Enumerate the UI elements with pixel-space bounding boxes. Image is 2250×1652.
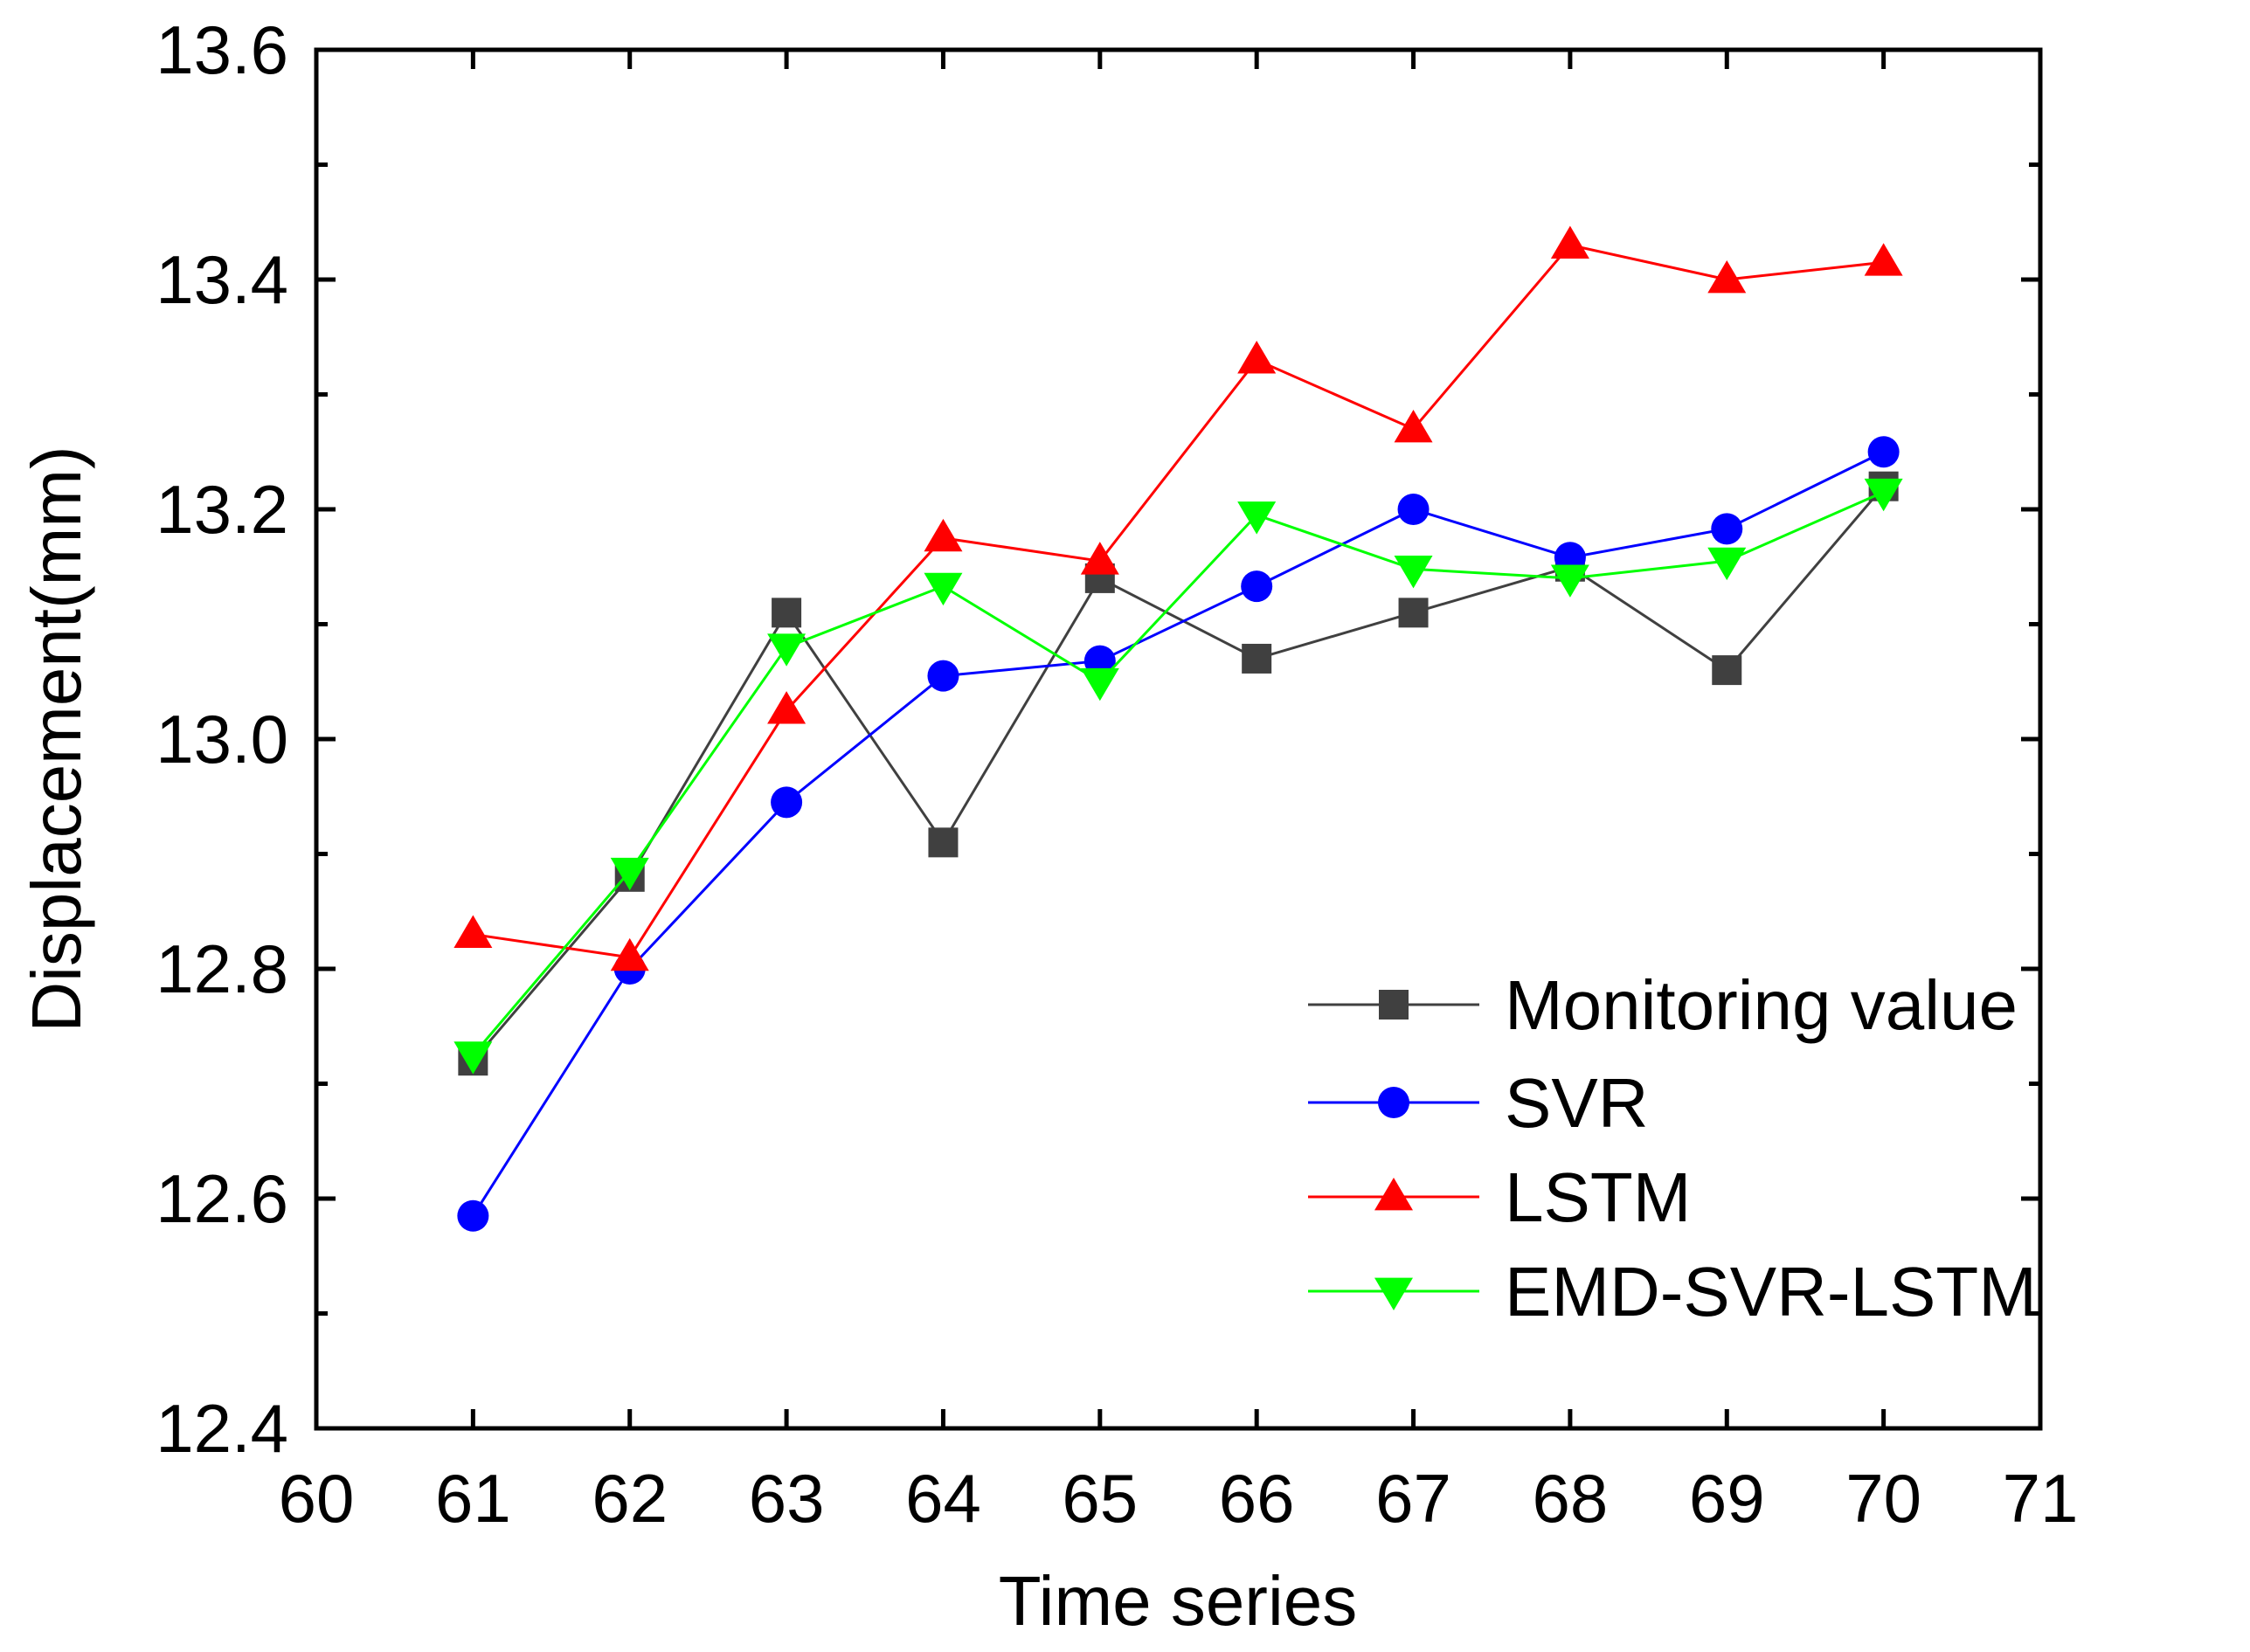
legend-item-emd-svr-lstm: EMD-SVR-LSTM: [1308, 1253, 2037, 1331]
y-tick-label: 13.2: [156, 471, 288, 548]
x-tick-label: 64: [905, 1460, 981, 1537]
legend-marker: [1378, 1087, 1409, 1118]
series-emd-svr-lstm: [453, 478, 1903, 1075]
series-line-lstm: [473, 243, 1884, 959]
data-point-monitoring-value: [1398, 598, 1429, 628]
data-point-lstm: [610, 937, 649, 971]
y-tick-label: 12.8: [156, 930, 288, 1007]
legend-label: Monitoring value: [1505, 966, 2018, 1044]
data-point-lstm: [1864, 243, 1903, 276]
data-point-lstm: [1080, 542, 1119, 575]
legend-item-lstm: LSTM: [1308, 1158, 1691, 1236]
data-point-svr: [771, 786, 803, 819]
legend-label: EMD-SVR-LSTM: [1505, 1253, 2037, 1331]
x-tick-label: 70: [1845, 1460, 1921, 1537]
legend-marker: [1374, 1277, 1413, 1310]
data-point-emd-svr-lstm: [1394, 555, 1433, 589]
plot-frame: [314, 47, 2043, 1431]
legend-item-monitoring-value: Monitoring value: [1308, 966, 2018, 1044]
data-point-monitoring-value: [1712, 655, 1742, 686]
data-point-emd-svr-lstm: [924, 572, 963, 606]
y-axis-title: Displacement(mm): [17, 446, 95, 1032]
data-point-emd-svr-lstm: [1864, 478, 1903, 512]
data-point-emd-svr-lstm: [1707, 547, 1747, 581]
legend-marker: [1374, 1178, 1413, 1211]
data-point-svr: [927, 660, 959, 692]
x-tick-label: 63: [749, 1460, 825, 1537]
x-tick-label: 66: [1219, 1460, 1295, 1537]
data-point-lstm: [1707, 260, 1747, 294]
legend-label: LSTM: [1505, 1158, 1691, 1236]
x-tick-label: 62: [592, 1460, 668, 1537]
y-tick-label: 12.6: [156, 1160, 288, 1237]
data-point-svr: [1711, 513, 1743, 545]
data-point-monitoring-value: [1242, 643, 1272, 674]
plot-area: [316, 50, 2040, 1428]
data-point-lstm: [1237, 341, 1277, 374]
data-point-emd-svr-lstm: [610, 857, 649, 891]
data-point-lstm: [1394, 409, 1433, 443]
legend-item-svr: SVR: [1308, 1064, 1649, 1142]
legend: Monitoring value SVR LSTM EMD-SVR-LSTM: [1308, 966, 2037, 1331]
data-point-emd-svr-lstm: [453, 1041, 493, 1075]
data-point-svr: [1867, 436, 1900, 468]
data-point-emd-svr-lstm: [1550, 564, 1589, 598]
data-point-svr: [1397, 494, 1430, 525]
data-point-lstm: [924, 518, 963, 552]
series-lstm: [453, 225, 1903, 971]
data-point-emd-svr-lstm: [767, 633, 807, 667]
data-point-lstm: [1550, 225, 1589, 259]
y-tick-label: 13.4: [156, 241, 288, 318]
data-point-monitoring-value: [928, 827, 959, 858]
data-point-lstm: [767, 691, 807, 724]
legend-label: SVR: [1505, 1064, 1649, 1142]
y-tick-label: 13.6: [156, 11, 288, 88]
x-axis-title: Time series: [999, 1562, 1357, 1640]
data-point-emd-svr-lstm: [1237, 501, 1277, 535]
data-point-emd-svr-lstm: [1080, 667, 1119, 702]
x-tick-label: 65: [1062, 1460, 1138, 1537]
legend-marker: [1379, 990, 1409, 1020]
x-tick-label: 61: [435, 1460, 511, 1537]
x-tick-label: 68: [1533, 1460, 1609, 1537]
y-tick-label: 13.0: [156, 701, 288, 778]
data-point-svr: [1241, 570, 1273, 603]
data-point-lstm: [453, 915, 493, 948]
data-point-svr: [457, 1199, 489, 1232]
x-tick-label: 60: [279, 1460, 355, 1537]
series-line-monitoring-value: [472, 485, 1885, 1062]
series-line-emd-svr-lstm: [472, 490, 1885, 1056]
x-tick-label: 71: [2003, 1460, 2079, 1537]
series-layer: [453, 225, 1903, 1232]
y-tick-label: 12.4: [156, 1390, 288, 1467]
x-tick-label: 69: [1689, 1460, 1765, 1537]
series-line-svr: [472, 450, 1885, 1217]
data-point-monitoring-value: [772, 598, 802, 628]
x-tick-label: 67: [1375, 1460, 1451, 1537]
